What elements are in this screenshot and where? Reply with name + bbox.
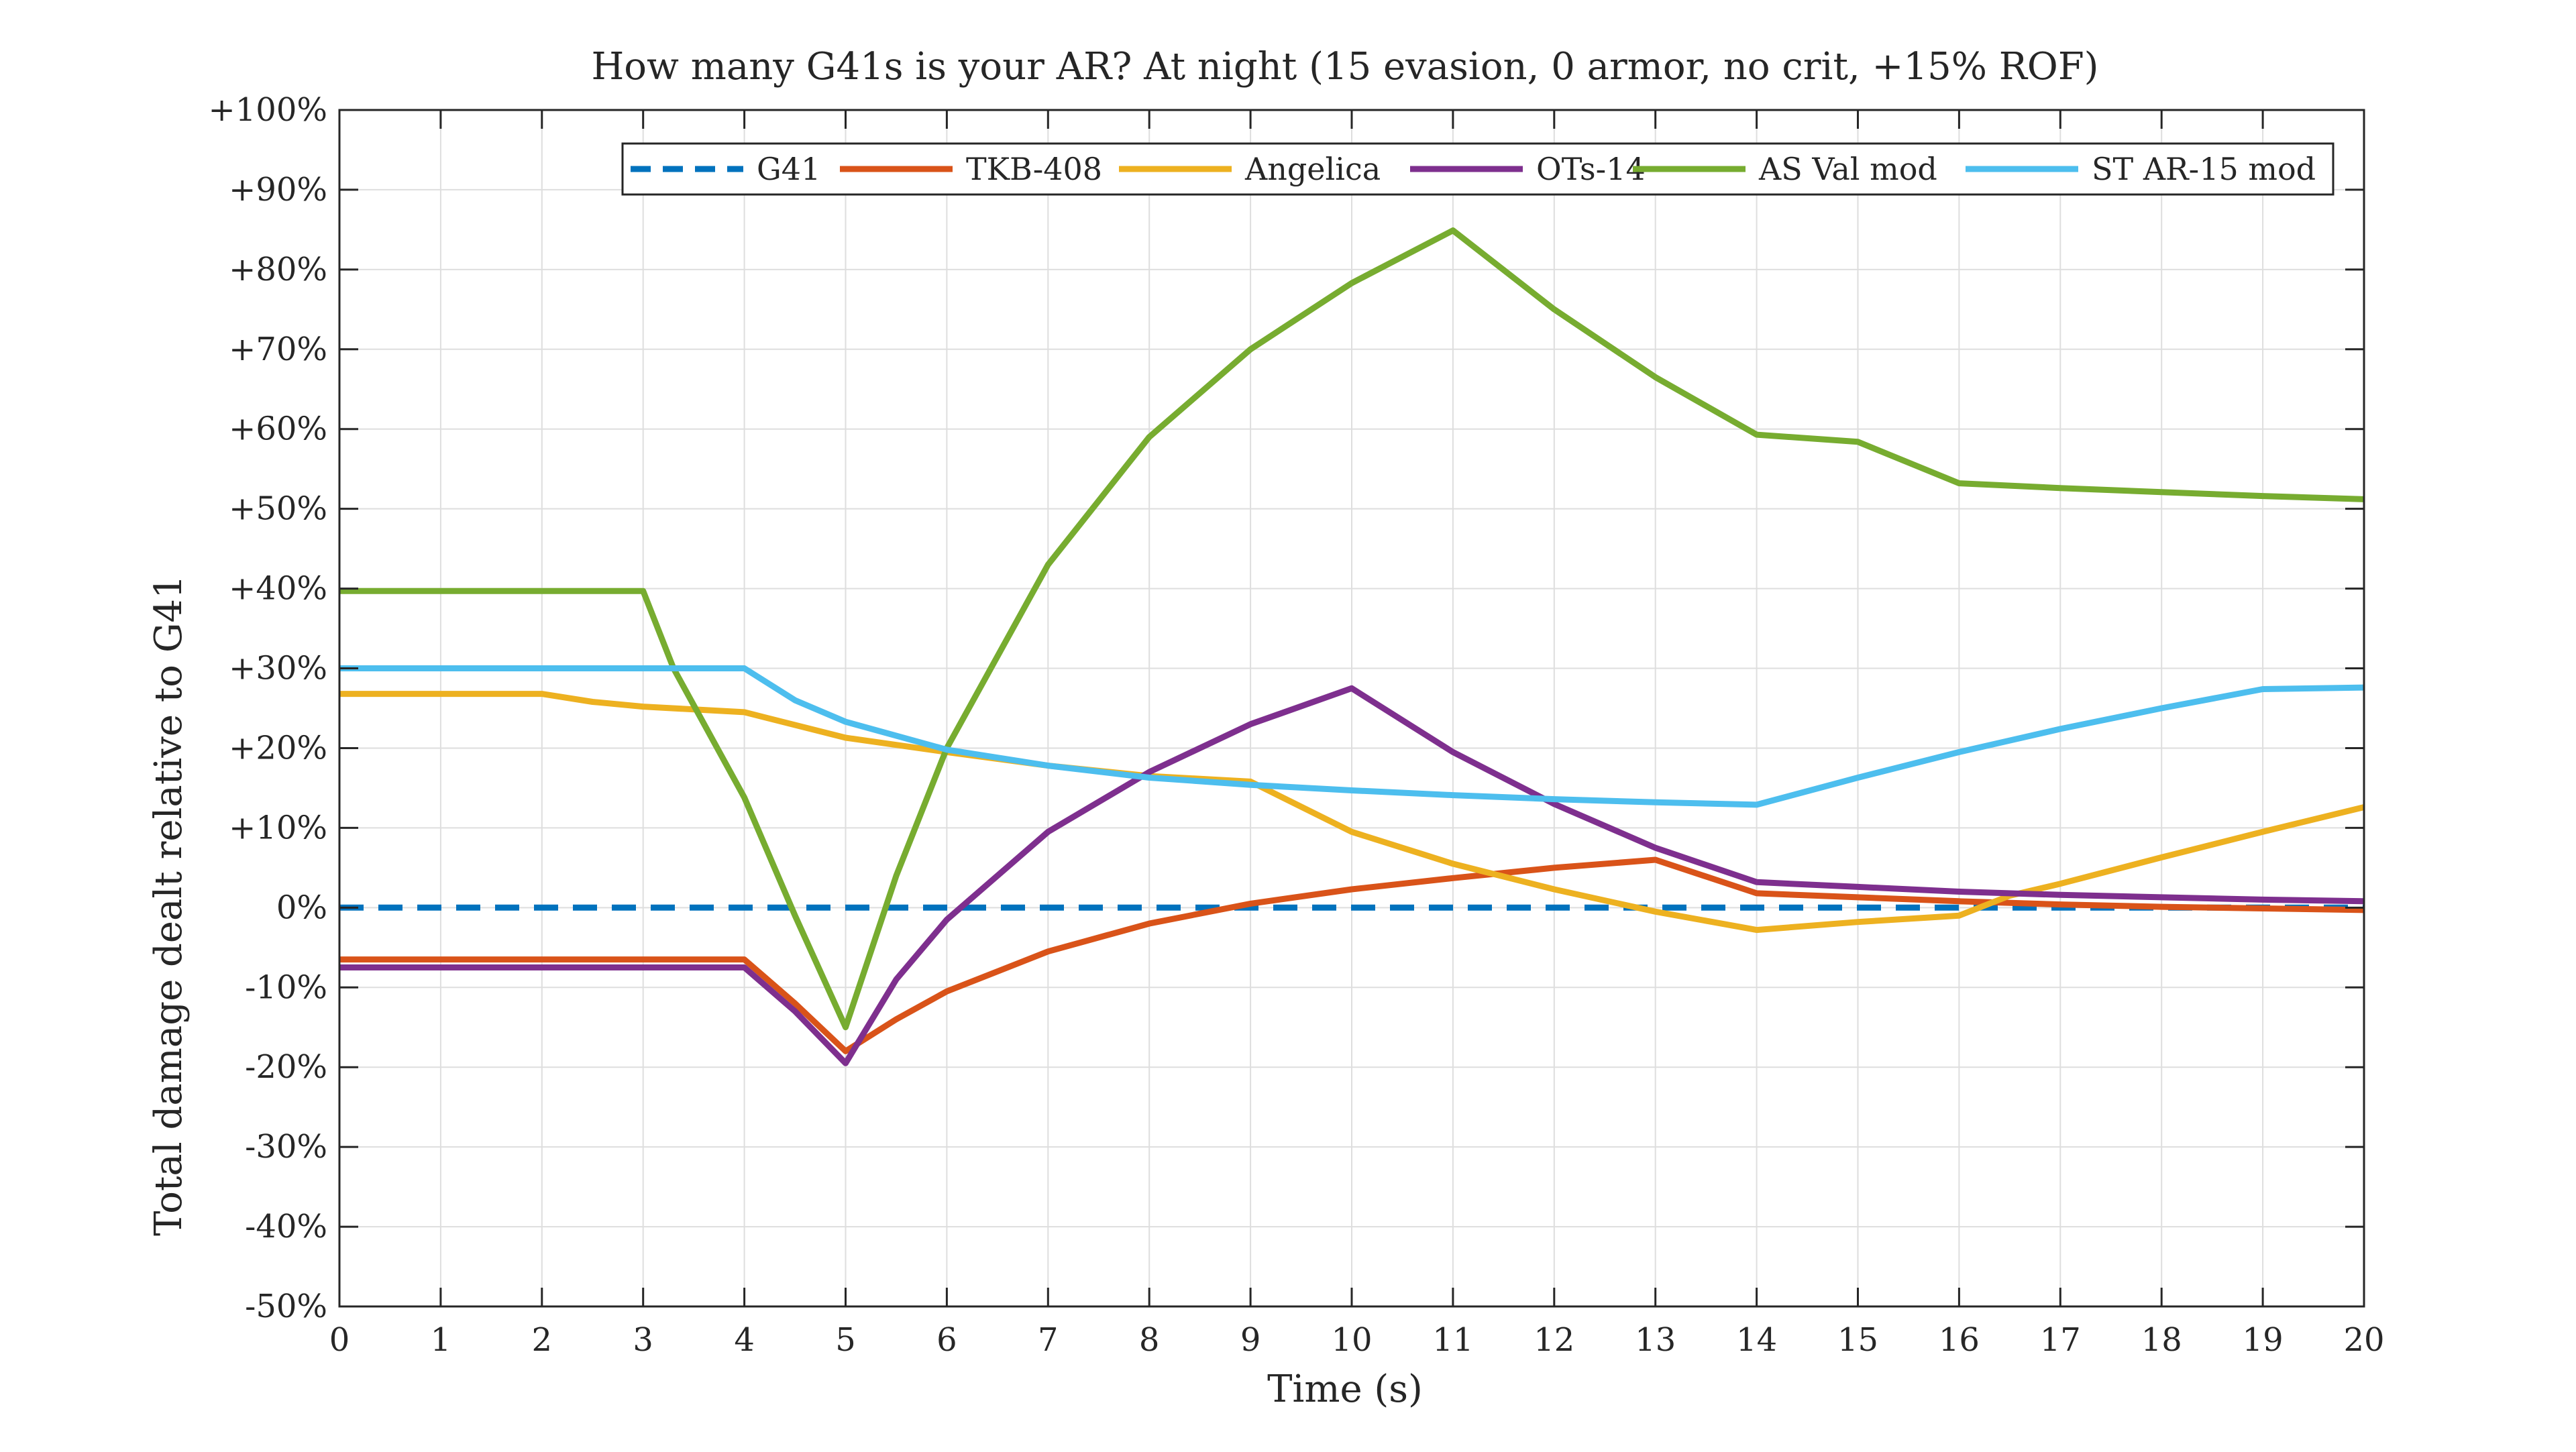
series-line-ots-14 <box>339 685 2365 1066</box>
x-tick-label: 20 <box>2343 1321 2384 1359</box>
y-tick-label: -40% <box>245 1208 327 1245</box>
y-tick-label: -50% <box>245 1288 327 1325</box>
x-tick-label: 2 <box>532 1321 553 1359</box>
axis-ticks: 0 1 2 3 4 5 6 7 8 9 10 11 12 13 14 15 16 17 18 19 20-50%-40%… <box>209 91 2385 1359</box>
y-tick-label: +100% <box>209 91 327 129</box>
chart-title: How many G41s is your AR? At night (15 e… <box>591 45 2098 89</box>
y-tick-label: -10% <box>245 968 327 1006</box>
legend-label: TKB-408 <box>966 151 1102 187</box>
x-tick-label: 0 <box>329 1321 350 1359</box>
x-tick-label: 18 <box>2141 1321 2182 1359</box>
y-tick-label: +90% <box>229 171 327 209</box>
series-line-st-ar-15-mod <box>339 665 2365 808</box>
legend-label: ST AR-15 mod <box>2092 151 2316 187</box>
y-tick-label: +40% <box>229 570 327 608</box>
y-axis-label: Total damage dealt relative to G41 <box>147 575 191 1236</box>
x-tick-label: 6 <box>936 1321 957 1359</box>
y-tick-label: +30% <box>229 650 327 687</box>
x-tick-label: 10 <box>1331 1321 1372 1359</box>
x-tick-label: 19 <box>2243 1321 2284 1359</box>
y-tick-label: +50% <box>229 490 327 528</box>
x-tick-label: 15 <box>1837 1321 1878 1359</box>
x-tick-label: 9 <box>1240 1321 1261 1359</box>
legend-label: G41 <box>757 151 820 187</box>
x-tick-label: 13 <box>1635 1321 1676 1359</box>
legend-label: OTs-14 <box>1536 151 1646 187</box>
x-tick-label: 1 <box>431 1321 451 1359</box>
x-tick-label: 14 <box>1736 1321 1777 1359</box>
y-tick-label: +60% <box>229 410 327 448</box>
series-lines <box>339 227 2365 1066</box>
legend: G41 TKB-408 Angelica OTs-14 AS Val mod ST AR-… <box>621 142 2334 196</box>
x-tick-label: 16 <box>1939 1321 1980 1359</box>
y-tick-label: +10% <box>229 809 327 846</box>
x-tick-label: 12 <box>1534 1321 1574 1359</box>
y-tick-label: -20% <box>245 1048 327 1086</box>
y-tick-label: -30% <box>245 1128 327 1166</box>
y-tick-label: +20% <box>229 729 327 767</box>
y-tick-label: 0% <box>276 889 327 926</box>
x-tick-label: 7 <box>1038 1321 1059 1359</box>
series-line-as-val-mod <box>339 227 2365 1031</box>
x-tick-label: 11 <box>1432 1321 1473 1359</box>
x-tick-label: 5 <box>835 1321 856 1359</box>
y-tick-label: +70% <box>229 331 327 368</box>
y-tick-label: +80% <box>229 251 327 288</box>
x-tick-label: 8 <box>1139 1321 1160 1359</box>
x-tick-label: 17 <box>2040 1321 2081 1359</box>
legend-label: AS Val mod <box>1758 151 1937 187</box>
x-tick-label: 4 <box>734 1321 755 1359</box>
legend-label: Angelica <box>1244 151 1381 187</box>
x-tick-label: 3 <box>633 1321 653 1359</box>
x-axis-label: Time (s) <box>1267 1367 1423 1411</box>
